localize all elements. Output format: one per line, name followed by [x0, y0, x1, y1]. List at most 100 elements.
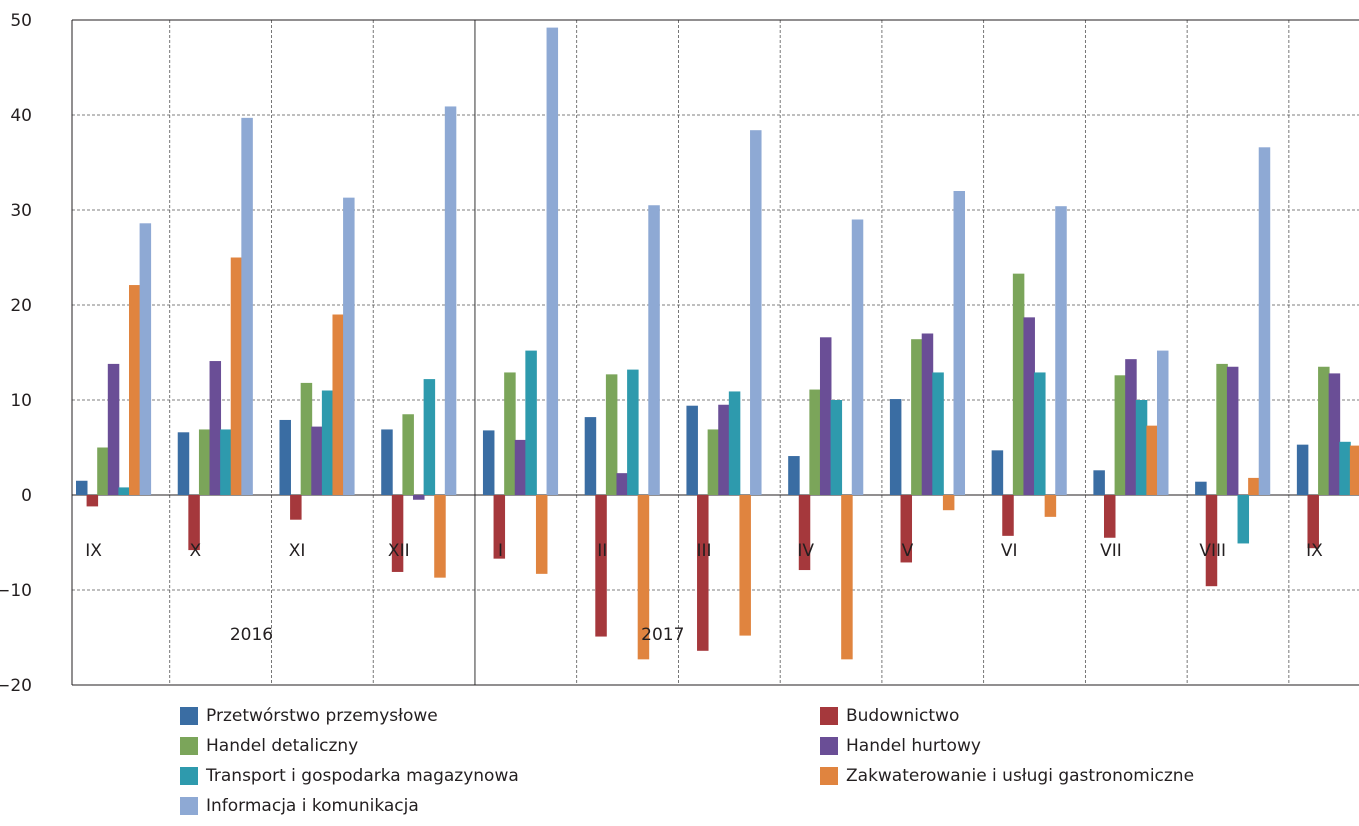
month-label: VII — [1100, 541, 1122, 561]
bar — [616, 473, 628, 495]
bar — [728, 391, 741, 495]
y-tick-label: −20 — [0, 676, 32, 696]
legend-swatch — [180, 797, 198, 815]
bar — [707, 429, 720, 495]
bar — [1328, 373, 1341, 495]
legend-item: Budownictwo — [820, 706, 959, 726]
bar — [482, 430, 495, 495]
bar — [1296, 444, 1309, 495]
bar — [413, 495, 425, 500]
bar — [900, 495, 913, 563]
bar — [434, 495, 446, 578]
bar — [991, 450, 1004, 495]
bar — [321, 390, 334, 495]
bar — [953, 191, 966, 495]
bar — [851, 219, 864, 495]
month-label: VIII — [1199, 541, 1226, 561]
bar — [1012, 273, 1025, 495]
legend-item: Zakwaterowanie i usługi gastronomiczne — [820, 766, 1194, 786]
month-label: V — [902, 541, 914, 561]
legend-label: Przetwórstwo przemysłowe — [206, 706, 438, 726]
month-label: IX — [1306, 541, 1323, 561]
bar — [648, 205, 660, 495]
bar — [1125, 359, 1137, 495]
bar — [535, 495, 548, 574]
bar — [1114, 375, 1127, 495]
bar — [1044, 495, 1057, 517]
bar — [911, 339, 923, 495]
bar — [1093, 470, 1105, 495]
bar — [798, 495, 811, 571]
bar — [444, 106, 457, 495]
legend-label: Zakwaterowanie i usługi gastronomiczne — [846, 766, 1195, 786]
month-label: I — [498, 541, 503, 561]
y-tick-label: 20 — [10, 296, 32, 316]
bar — [1258, 147, 1271, 496]
bar — [932, 372, 944, 495]
month-label: III — [696, 541, 711, 561]
bar — [1339, 441, 1351, 495]
bar — [230, 257, 243, 495]
bar — [788, 456, 800, 495]
legend-label: Transport i gospodarka magazynowa — [206, 766, 519, 786]
bar — [1103, 495, 1116, 538]
legend-item: Przetwórstwo przemysłowe — [180, 706, 438, 726]
bar — [637, 495, 650, 660]
legend-label: Budownictwo — [846, 706, 960, 726]
y-tick-label: −10 — [0, 581, 32, 601]
y-tick-label: 0 — [21, 486, 32, 506]
bar — [830, 400, 843, 495]
bar — [718, 404, 730, 495]
bar — [697, 495, 709, 651]
legend-item: Handel detaliczny — [180, 736, 358, 756]
bar — [686, 405, 698, 495]
bar — [1055, 206, 1067, 495]
month-label: XI — [289, 541, 306, 561]
bar — [118, 487, 130, 495]
bar — [504, 372, 516, 495]
bar — [343, 197, 355, 495]
bar — [391, 495, 404, 572]
bar — [1146, 425, 1158, 495]
legend-label: Handel detaliczny — [206, 736, 359, 756]
legend-label: Informacja i komunikacja — [206, 796, 419, 816]
legend-item: Transport i gospodarka magazynowa — [180, 766, 519, 786]
bar — [595, 495, 607, 637]
bar — [1318, 366, 1330, 495]
bar — [546, 27, 559, 495]
bar — [86, 495, 99, 507]
legend-swatch — [820, 737, 838, 755]
bar — [139, 223, 152, 496]
legend-swatch — [820, 767, 838, 785]
bar — [750, 130, 762, 495]
bar — [1226, 366, 1239, 495]
bar — [605, 374, 618, 495]
bar — [423, 379, 436, 495]
bar — [809, 389, 821, 495]
year-label: 2017 — [641, 625, 684, 645]
year-label: 2016 — [230, 625, 273, 645]
bar — [1002, 495, 1014, 536]
legend-item: Informacja i komunikacja — [180, 796, 419, 816]
bar — [381, 429, 393, 495]
bar — [300, 382, 313, 495]
bar — [1307, 495, 1319, 549]
month-label: X — [189, 541, 201, 561]
bar — [1135, 400, 1148, 495]
bar — [819, 337, 832, 495]
legend-swatch — [180, 737, 198, 755]
bar — [493, 495, 506, 559]
month-label: IX — [85, 541, 102, 561]
y-tick-label: 40 — [10, 106, 32, 126]
month-label: XII — [388, 541, 410, 561]
bar — [514, 439, 527, 495]
bar — [739, 495, 751, 636]
bar — [129, 285, 141, 495]
bar — [1034, 372, 1046, 495]
bar — [311, 426, 323, 495]
bar — [584, 417, 597, 495]
bar — [921, 333, 934, 495]
legend-item: Handel hurtowy — [820, 736, 981, 756]
